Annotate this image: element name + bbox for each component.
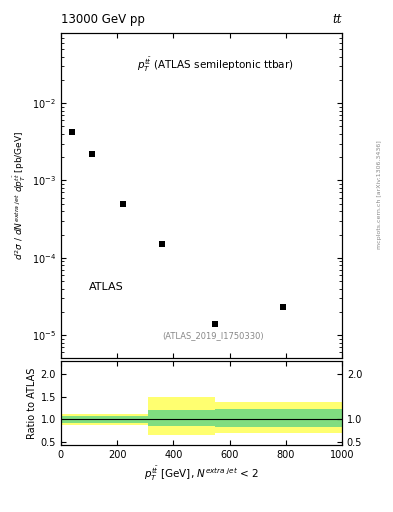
Y-axis label: $d^2\sigma$ / $d N^{extra\ jet}$ $d p_T^{t\bar{t}}$ [pb/GeV]: $d^2\sigma$ / $d N^{extra\ jet}$ $d p_T^… [11, 131, 28, 261]
X-axis label: $p_T^{t\bar{t}}$ [GeV], $N^{extra\ jet}$ < 2: $p_T^{t\bar{t}}$ [GeV], $N^{extra\ jet}$… [144, 464, 259, 483]
Text: 13000 GeV pp: 13000 GeV pp [61, 13, 145, 26]
Text: $p_T^{\mathit{t\bar{t}}}$ (ATLAS semileptonic ttbar): $p_T^{\mathit{t\bar{t}}}$ (ATLAS semilep… [137, 56, 294, 74]
Text: (ATLAS_2019_I1750330): (ATLAS_2019_I1750330) [162, 331, 263, 340]
Text: tt: tt [332, 13, 342, 26]
Text: ATLAS: ATLAS [89, 282, 124, 292]
Y-axis label: Ratio to ATLAS: Ratio to ATLAS [26, 368, 37, 439]
Text: mcplots.cern.ch [arXiv:1306.3436]: mcplots.cern.ch [arXiv:1306.3436] [377, 140, 382, 249]
